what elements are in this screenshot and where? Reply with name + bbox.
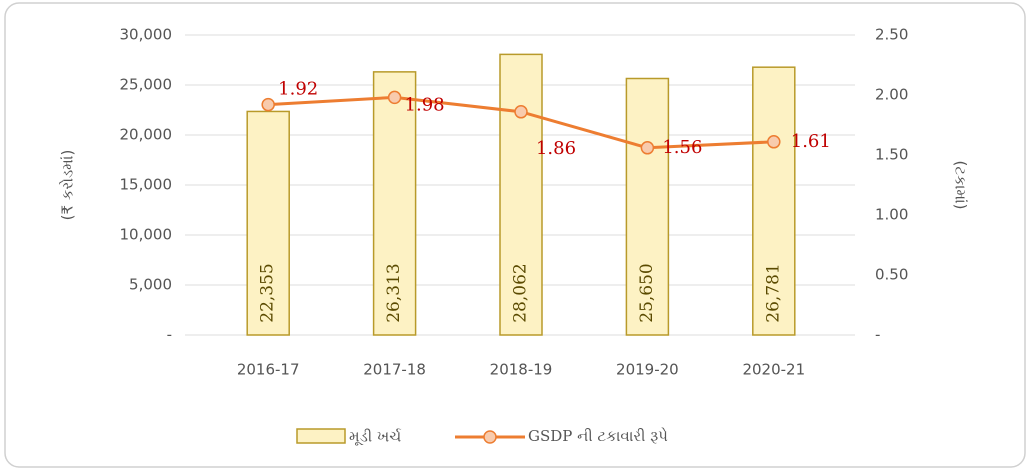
bar-value-label: 25,650	[637, 263, 657, 322]
x-tick-label: 2017-18	[363, 361, 426, 379]
x-tick-label: 2018-19	[490, 361, 553, 379]
bar-value-label: 28,062	[511, 263, 531, 322]
y2-axis-label: (ટકામાં)	[952, 161, 970, 210]
bar	[246, 110, 290, 336]
line-marker	[387, 90, 402, 105]
x-tick-label: 2016-17	[237, 361, 300, 379]
line-value-label: 1.86	[536, 138, 576, 159]
bar	[752, 66, 796, 336]
y-tick-label: 10,000	[120, 226, 173, 244]
line-marker	[261, 97, 275, 112]
y-tick-label: 25,000	[120, 76, 173, 94]
line-marker	[640, 141, 655, 155]
legend-label: GSDP ની ટકાવારી રૂપે	[528, 427, 668, 445]
x-tick-label: 2020-21	[742, 361, 805, 379]
y-axis-label: (₹ કરોડમાં)	[59, 150, 77, 221]
y2-tick-label: 0.50	[875, 266, 908, 284]
legend-swatch	[296, 428, 346, 444]
bar	[499, 53, 543, 336]
y2-tick-label: 2.00	[875, 86, 908, 104]
bar	[625, 77, 670, 336]
y-tick-label: 30,000	[120, 26, 173, 44]
y-tick-label: -	[167, 326, 172, 344]
y-tick-label: 20,000	[120, 126, 173, 144]
line-value-label: 1.92	[278, 79, 318, 100]
legend-marker	[483, 430, 497, 444]
line-value-label: 1.98	[405, 94, 445, 115]
y2-tick-label: 2.50	[875, 26, 908, 44]
line-marker	[767, 135, 781, 149]
legend-label: મૂડી ખર્ચ	[349, 428, 401, 446]
line-value-label: 1.61	[791, 131, 831, 152]
bar-value-label: 26,313	[384, 263, 404, 322]
bar	[372, 71, 417, 336]
y2-tick-label: 1.50	[875, 146, 908, 164]
y-tick-label: 5,000	[129, 276, 172, 294]
x-tick-label: 2019-20	[616, 361, 679, 379]
y2-tick-label: -	[875, 326, 880, 344]
y-tick-label: 15,000	[120, 176, 173, 194]
line-marker	[514, 105, 528, 119]
bar-value-label: 22,355	[258, 263, 278, 322]
bar-value-label: 26,781	[763, 263, 783, 322]
line-value-label: 1.56	[662, 137, 702, 158]
y2-tick-label: 1.00	[875, 206, 908, 224]
